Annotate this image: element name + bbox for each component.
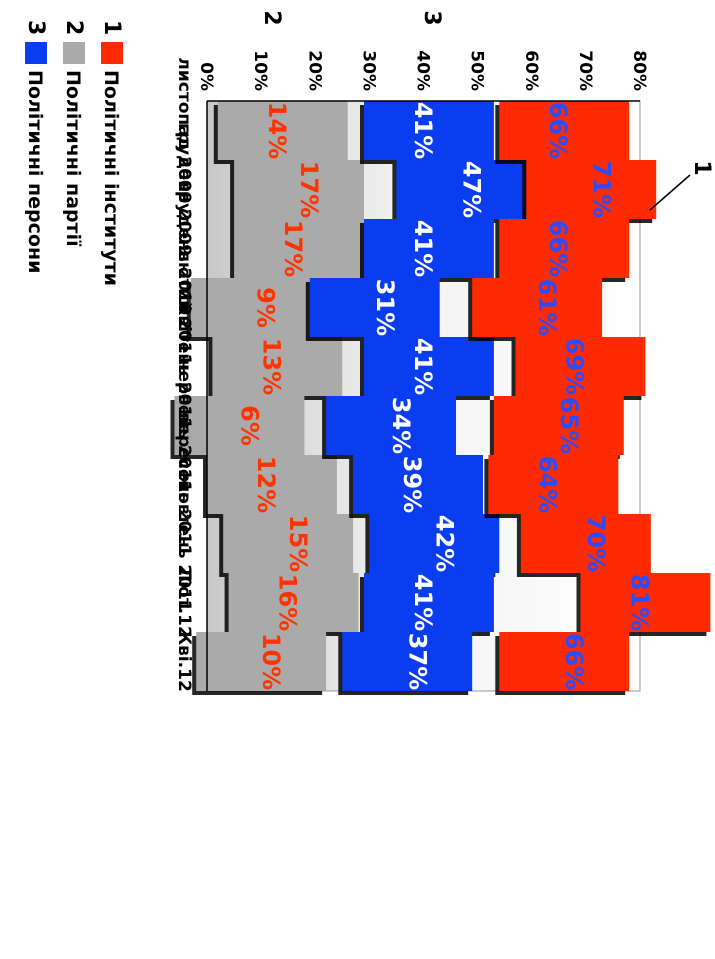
x-tick-label: грудень 2009 (174, 123, 194, 256)
series-band-3 (309, 101, 527, 691)
series-band-2 (174, 101, 364, 691)
data-label: 15% (284, 515, 312, 572)
legend-label: Політичні інститути (100, 70, 122, 286)
data-label-layer: 66%71%66%61%69%65%64%70%81%66%14%17%17%9… (235, 102, 653, 690)
data-label: 16% (274, 574, 302, 631)
data-label: 70% (582, 515, 610, 572)
x-tick-label: грудень 2010 (174, 182, 194, 315)
y-tick-label: 30% (358, 50, 378, 91)
x-tick-label: Лют.12 (174, 567, 194, 638)
legend-label: Політичні партії (62, 70, 84, 247)
y-tick-label: 0% (196, 62, 216, 91)
y-tick-label: 20% (304, 50, 324, 91)
legend-number: 1 (99, 20, 124, 35)
data-label: 41% (409, 338, 437, 395)
data-label: 81% (625, 574, 653, 631)
x-tick-label: червень 2011 (174, 359, 194, 492)
data-label: 69% (560, 338, 588, 395)
legend-label: Політичні персони (24, 70, 46, 273)
data-label: 12% (252, 456, 280, 513)
data-label: 42% (430, 515, 458, 572)
series-layer (170, 101, 711, 695)
data-label: 13% (257, 338, 285, 395)
data-label: 34% (387, 397, 415, 454)
y-tick-label: 50% (467, 50, 487, 91)
data-label: 66% (544, 220, 572, 277)
data-label: 31% (371, 279, 399, 336)
legend-swatch (101, 42, 123, 64)
series-band-1 (472, 101, 711, 691)
axis-layer: 0% 10% 20% 30% 40% 50% 60% 70% 80% листопад 2009г… (174, 50, 649, 692)
data-label: 71% (587, 161, 615, 218)
series-number-markers: 1 3 2 (259, 10, 714, 211)
legend: 1 Політичні інститути 2 Політичні партії 3 По… (23, 20, 124, 286)
y-tick-label: 40% (413, 50, 433, 91)
x-tick-label: листопад 2009 (174, 57, 194, 203)
series-number-1: 1 (689, 160, 714, 175)
data-label: 39% (398, 456, 426, 513)
legend-swatch (25, 42, 47, 64)
y-tick-label: 60% (521, 50, 541, 91)
data-label: 41% (409, 102, 437, 159)
data-label: 65% (555, 397, 583, 454)
data-label: 41% (409, 220, 437, 277)
data-label: 64% (533, 456, 561, 513)
y-tick-label: 80% (629, 50, 649, 91)
y-tick-label: 10% (250, 50, 270, 91)
data-label: 10% (257, 633, 285, 690)
x-tick-label: квітень 2011 (174, 304, 194, 429)
data-label: 41% (409, 574, 437, 631)
series-pointer-1 (649, 174, 691, 211)
y-tick-label: 70% (575, 50, 595, 91)
series-number-3: 3 (419, 10, 444, 25)
data-label: 66% (560, 633, 588, 690)
data-label: 17% (279, 220, 307, 277)
data-label: 14% (263, 102, 291, 159)
data-label: 6% (235, 405, 263, 446)
legend-number: 2 (61, 20, 86, 35)
x-tick-label: жовтень 2011 (174, 475, 194, 611)
series-number-2: 2 (259, 10, 284, 25)
data-label: 17% (295, 161, 323, 218)
x-tick-label: Кві.12 (174, 631, 194, 692)
data-label: 61% (533, 279, 561, 336)
x-tick-label: вересень 2011 (174, 413, 194, 556)
data-label: 9% (252, 287, 280, 328)
legend-swatch (63, 42, 85, 64)
x-tick-label: лютий 2011 (174, 250, 194, 366)
data-label: 66% (544, 102, 572, 159)
legend-number: 3 (23, 20, 48, 35)
data-label: 37% (403, 633, 431, 690)
data-label: 47% (457, 161, 485, 218)
